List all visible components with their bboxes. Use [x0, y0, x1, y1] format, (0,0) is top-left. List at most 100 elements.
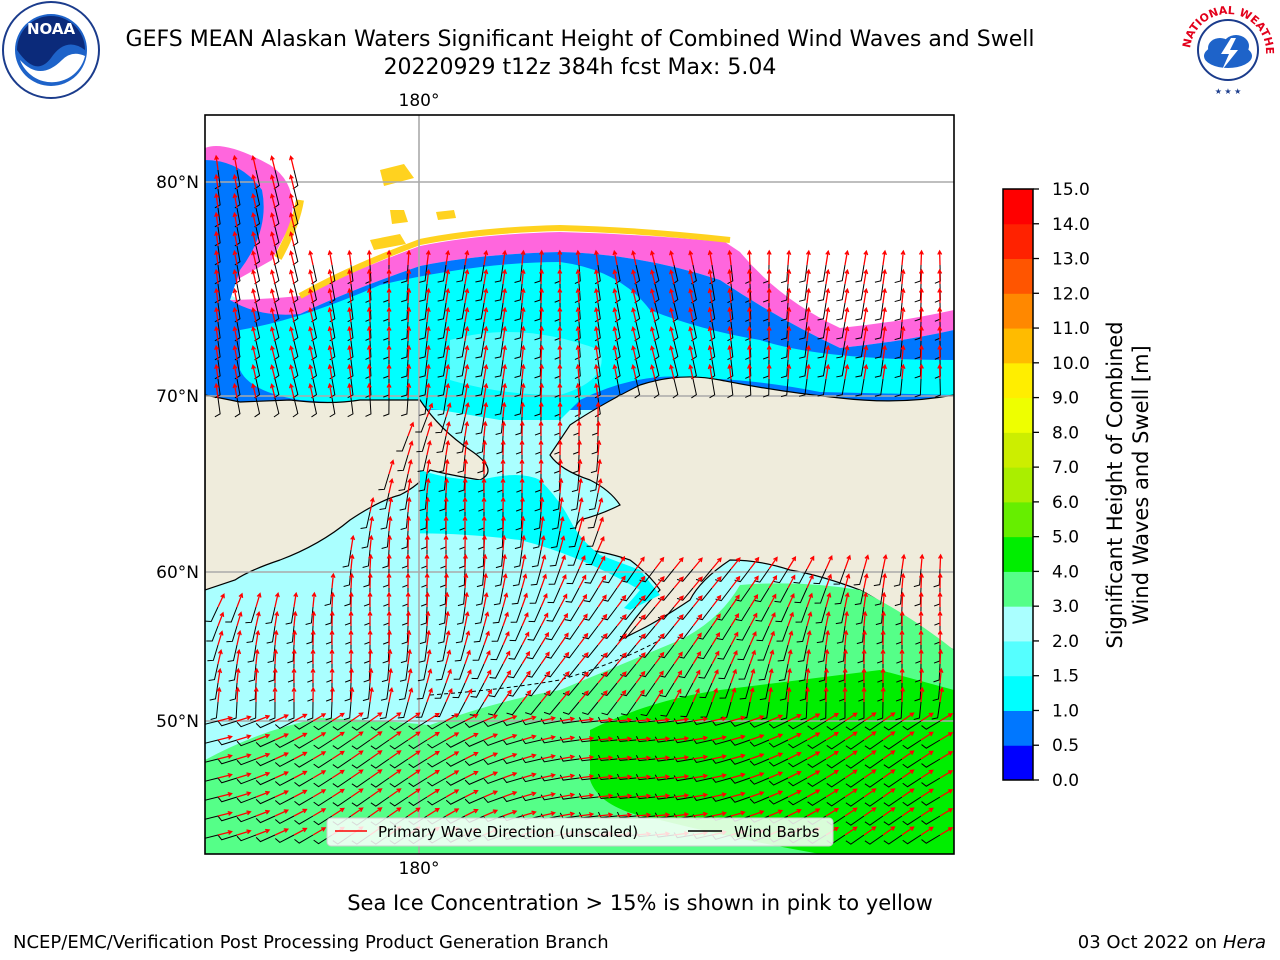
- wave-arrow: [521, 810, 537, 817]
- wind-barb: [635, 793, 656, 800]
- wave-arrow: [426, 648, 432, 665]
- wave-arrow: [445, 306, 451, 323]
- wind-barb: [525, 701, 542, 716]
- wind-barb: [550, 530, 561, 549]
- wind-barb: [214, 302, 221, 323]
- wave-arrow: [825, 731, 840, 741]
- wave-arrow: [426, 769, 440, 779]
- wave-arrow: [425, 344, 431, 361]
- wind-barb: [494, 378, 504, 397]
- wind-barb: [546, 606, 561, 622]
- wave-arrow: [369, 497, 375, 513]
- wind-barb: [514, 530, 523, 550]
- wind-barb: [292, 283, 299, 304]
- wave-arrow: [347, 325, 353, 342]
- wave-arrow: [388, 496, 394, 513]
- colorbar-tick-label: 1.0: [1052, 701, 1079, 721]
- wind-barb: [415, 701, 428, 718]
- wind-barb: [932, 682, 941, 702]
- wind-barb: [817, 359, 827, 378]
- wave-arrow: [308, 269, 314, 285]
- wave-arrow: [616, 774, 633, 780]
- wave-arrow: [540, 811, 556, 817]
- wave-arrow: [464, 649, 471, 665]
- wind-barb: [739, 682, 751, 700]
- wave-arrow: [483, 752, 499, 760]
- wind-barb: [370, 758, 390, 769]
- wind-barb: [894, 378, 903, 398]
- wave-arrow: [920, 769, 934, 779]
- wave-arrow: [863, 788, 877, 798]
- wind-barb: [562, 701, 580, 715]
- wave-arrow: [844, 750, 858, 760]
- wind-barb: [400, 511, 409, 531]
- wave-arrow: [711, 613, 721, 627]
- wind-barb: [672, 283, 679, 304]
- wave-arrow: [502, 714, 518, 722]
- wind-barb: [727, 340, 734, 361]
- wind-barb: [639, 644, 656, 659]
- wind-barb: [483, 720, 504, 728]
- wave-arrow: [405, 610, 411, 627]
- wave-arrow: [937, 553, 943, 570]
- wave-arrow: [918, 325, 924, 342]
- wave-arrow: [844, 731, 858, 741]
- wind-barb: [342, 549, 352, 568]
- wind-barb: [902, 815, 922, 826]
- wave-arrow: [766, 306, 772, 323]
- wave-arrow: [329, 667, 335, 684]
- wind-barb: [601, 625, 618, 640]
- wind-barb: [914, 378, 922, 398]
- wind-barb: [895, 701, 903, 721]
- wave-arrow: [749, 791, 765, 798]
- wave-arrow: [255, 733, 271, 741]
- wind-barb: [292, 245, 299, 266]
- wind-barb: [760, 701, 770, 720]
- wind-barb: [332, 739, 352, 750]
- wave-arrow: [426, 421, 433, 437]
- wave-arrow: [462, 496, 468, 513]
- wind-barb: [506, 701, 523, 716]
- wind-barb: [208, 663, 219, 681]
- wave-arrow: [920, 712, 934, 722]
- wave-arrow: [806, 713, 821, 722]
- wind-barb: [566, 568, 580, 585]
- wave-arrow: [426, 629, 431, 646]
- wave-arrow: [578, 671, 589, 684]
- wind-barb: [206, 625, 219, 642]
- wave-arrow: [692, 811, 709, 817]
- footer-machine: Hera: [1222, 932, 1266, 953]
- colorbar-tick-label: 14.0: [1052, 215, 1090, 235]
- wind-barb: [587, 511, 599, 529]
- wave-arrow: [269, 345, 276, 361]
- wave-arrow: [538, 458, 544, 475]
- wave-arrow: [519, 420, 525, 437]
- wave-arrow: [938, 667, 944, 684]
- wave-arrow: [481, 477, 487, 494]
- wave-arrow: [501, 401, 507, 418]
- wind-barb: [807, 739, 827, 750]
- wave-arrow: [920, 826, 934, 836]
- wind-barb: [332, 758, 352, 769]
- wave-arrow: [251, 269, 257, 285]
- wave-arrow: [407, 769, 421, 779]
- wind-barb: [464, 720, 485, 728]
- wind-barb: [408, 720, 428, 731]
- wind-barb: [267, 644, 276, 664]
- wave-arrow: [214, 287, 220, 304]
- wind-barb: [574, 378, 581, 399]
- wave-arrow: [918, 268, 924, 285]
- wind-barb: [883, 834, 903, 845]
- wave-arrow: [293, 732, 308, 741]
- wave-arrow: [443, 496, 449, 513]
- wave-arrow: [937, 610, 943, 627]
- wave-arrow: [825, 268, 831, 285]
- wind-barb: [855, 606, 865, 625]
- wind-barb: [730, 796, 751, 803]
- wave-arrow: [445, 287, 451, 304]
- wave-arrow: [407, 807, 421, 817]
- wind-barb: [864, 720, 884, 731]
- wind-barb: [273, 302, 280, 323]
- wave-arrow: [749, 612, 758, 627]
- wave-arrow: [937, 249, 943, 266]
